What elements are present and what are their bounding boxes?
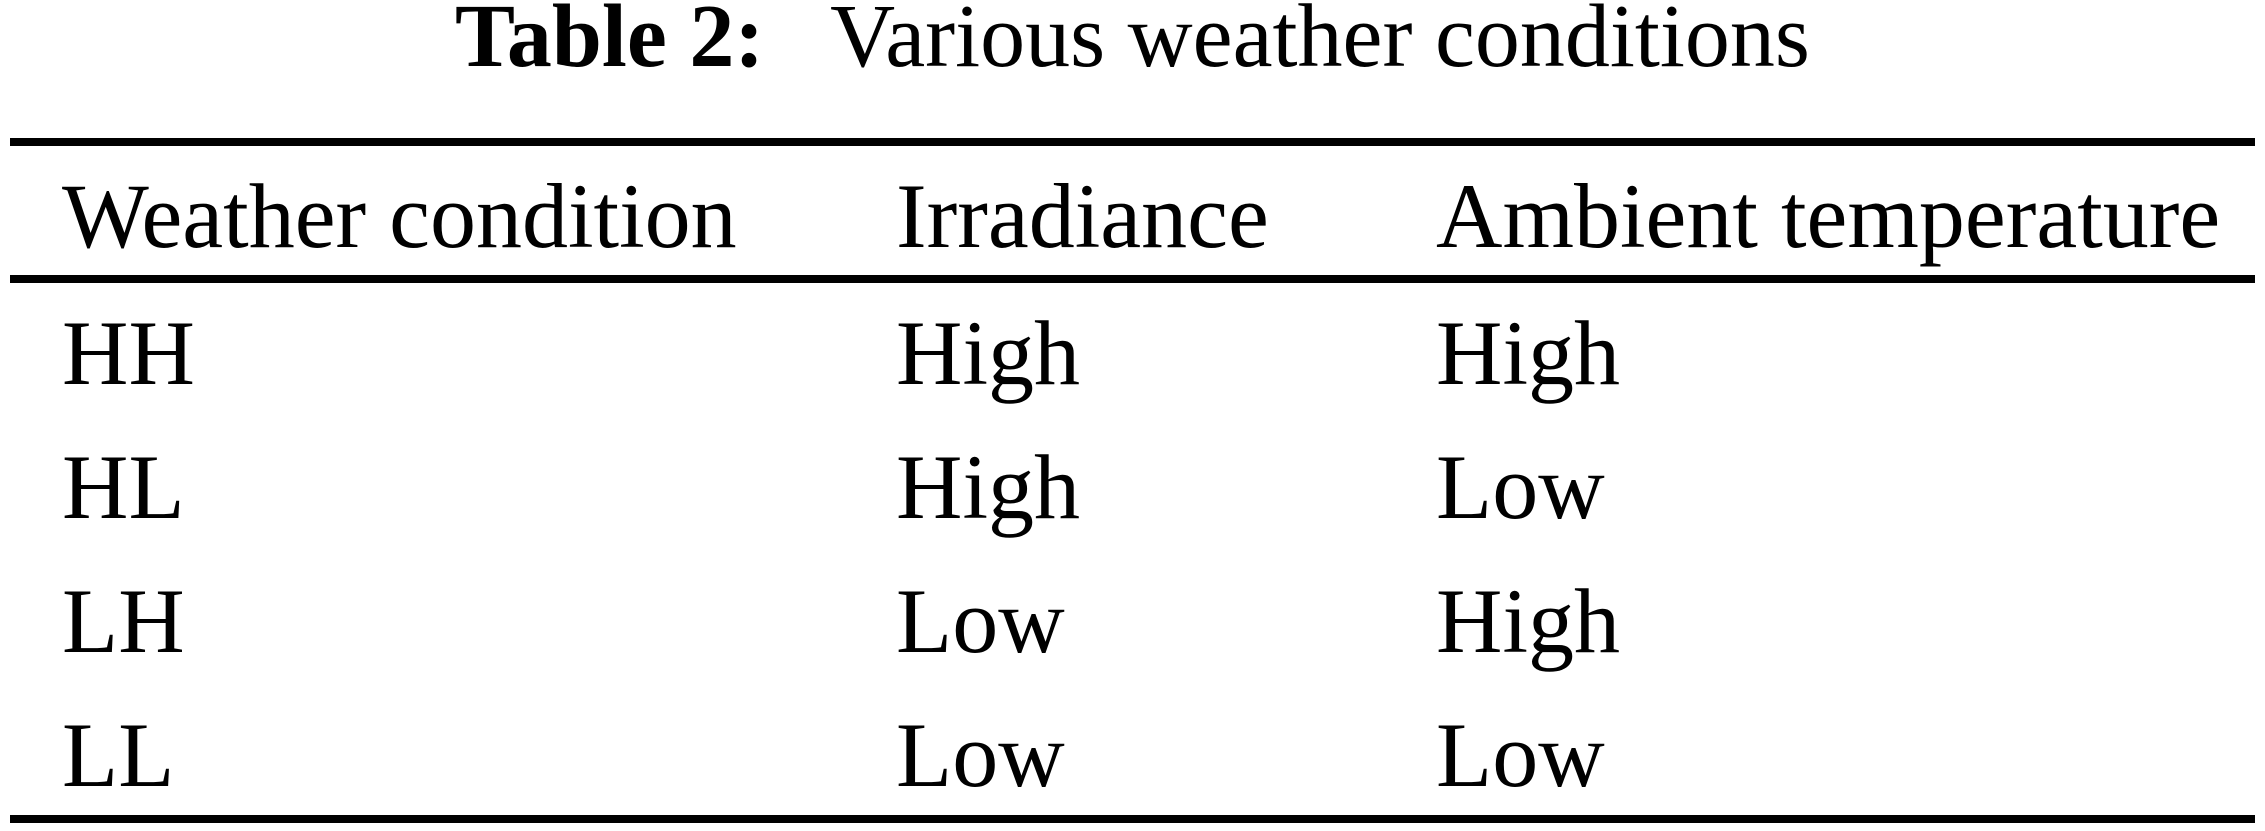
table-caption-title: Various weather conditions: [830, 0, 1810, 86]
cell-irradiance: High: [896, 436, 1080, 538]
cell-ambient-temperature: Low: [1436, 704, 1605, 806]
table-top-rule: [10, 138, 2255, 146]
table-row: LL Low Low: [62, 709, 2265, 801]
cell-irradiance: Low: [896, 704, 1065, 806]
table-header-rule: [10, 275, 2255, 283]
table-header-row: Weather condition Irradiance Ambient tem…: [62, 170, 2265, 262]
cell-irradiance: High: [896, 302, 1080, 404]
cell-ambient-temperature: Low: [1436, 436, 1605, 538]
table-row: LH Low High: [62, 575, 2265, 667]
cell-weather-condition: LL: [62, 704, 175, 806]
table-caption: Table 2: Various weather conditions: [0, 0, 2265, 82]
table-row: HH High High: [62, 307, 2265, 399]
cell-weather-condition: LH: [62, 570, 185, 672]
table-bottom-rule: [10, 815, 2255, 823]
table-caption-label: Table 2:: [455, 0, 765, 86]
table-caption-text: Various weather conditions: [787, 0, 1810, 86]
cell-ambient-temperature: High: [1436, 302, 1620, 404]
table-row: HL High Low: [62, 441, 2265, 533]
column-header-weather-condition: Weather condition: [62, 165, 737, 267]
cell-irradiance: Low: [896, 570, 1065, 672]
cell-ambient-temperature: High: [1436, 570, 1620, 672]
column-header-irradiance: Irradiance: [896, 165, 1269, 267]
cell-weather-condition: HH: [62, 302, 195, 404]
column-header-ambient-temperature: Ambient temperature: [1436, 165, 2221, 267]
cell-weather-condition: HL: [62, 436, 185, 538]
